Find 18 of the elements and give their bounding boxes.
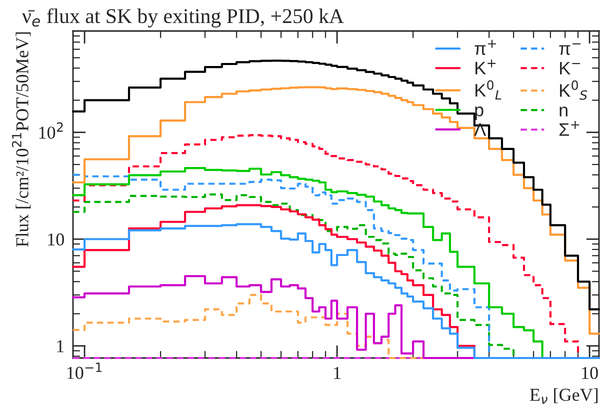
legend-label: K$^{+}$ xyxy=(476,59,496,74)
legend-label: Σ$^{+}$ xyxy=(560,120,580,136)
legend-label: π$^{−}$ xyxy=(559,43,580,55)
y-tick-label: 10 xyxy=(48,233,64,246)
chart-title: ν̄$_{e}$ flux at SK by exiting PID, +250 kA xyxy=(22,8,344,28)
x-tick-label: 10 xyxy=(582,366,598,380)
y-axis-title: Flux [/cm²/10$^{21}$POT/50MeV] xyxy=(12,32,31,247)
legend-label: K$^{0}$$_{S}$ xyxy=(560,80,588,100)
y-tick-label: 10$^{2}$ xyxy=(39,122,63,139)
legend-label: K$^{−}$ xyxy=(560,62,580,74)
y-tick-label: 1 xyxy=(57,340,64,352)
legend-label: p xyxy=(475,106,484,120)
legend-label: π$^{+}$ xyxy=(474,40,496,55)
legend-label: K$^{0}$$_{L}$ xyxy=(476,80,502,100)
legend-label: n xyxy=(560,106,568,116)
x-axis-title: E$_{ν}$ [GeV] xyxy=(530,388,598,404)
x-tick-label: 10$^{−1}$ xyxy=(67,362,102,379)
x-tick-label: 1 xyxy=(334,366,340,379)
